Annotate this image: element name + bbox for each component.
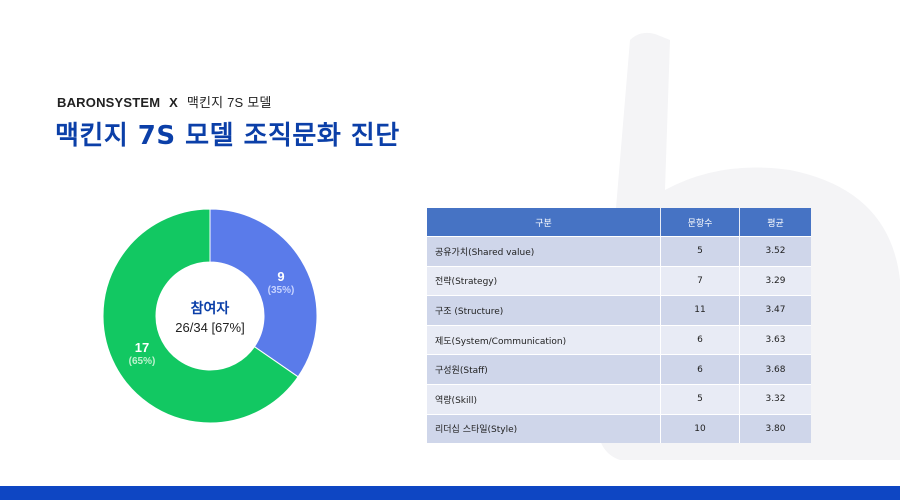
subtitle-text: 맥킨지 7S 모델 [186, 95, 272, 110]
footer-bar [0, 486, 900, 500]
cell-average: 3.63 [740, 324, 811, 355]
donut-slice-participants [209, 208, 318, 378]
slice-percent-participants: (35%) [267, 285, 295, 296]
table-row: 구성원(Staff) 6 3.68 [427, 354, 811, 384]
table-header-row: 구분 문항수 평균 [427, 208, 811, 236]
cell-count: 10 [661, 413, 740, 444]
donut-center-title: 참여자 [190, 301, 230, 317]
table-row: 역량(Skill) 5 3.32 [427, 383, 811, 414]
table-row: 구조 (Structure) 11 3.47 [427, 295, 811, 325]
table-row: 제도(System/Communication) 6 3.63 [427, 324, 811, 355]
cell-average: 3.68 [740, 354, 811, 384]
table-row: 리더십 스타일(Style) 10 3.80 [427, 413, 811, 444]
header-category: 구분 [427, 208, 661, 236]
cell-category: 공유가치(Shared value) [427, 236, 661, 266]
cell-category: 구성원(Staff) [427, 354, 661, 384]
donut-slice-others [102, 208, 299, 424]
header-subtitle: BARONSYSTEM X 맥킨지 7S 모델 [57, 92, 272, 111]
cell-count: 6 [661, 354, 740, 384]
participation-donut-chart [102, 208, 318, 424]
cell-count: 5 [661, 236, 740, 266]
cell-count: 6 [661, 324, 740, 355]
cell-average: 3.52 [740, 236, 811, 266]
table-row: 공유가치(Shared value) 5 3.52 [427, 236, 811, 266]
slice-label-participants: 9 (35%) [262, 269, 300, 296]
cell-average: 3.32 [740, 383, 811, 414]
brand-name: BARONSYSTEM [57, 95, 161, 110]
cell-count: 5 [661, 383, 740, 414]
donut-center-value: 26/34 [67%] [175, 320, 245, 335]
slice-value-others: 17 [134, 340, 150, 355]
page-title: 맥킨지 7S 모델 조직문화 진단 [55, 121, 400, 151]
cell-count: 11 [661, 295, 740, 325]
header-average: 평균 [740, 208, 811, 236]
slice-label-others: 17 (65%) [122, 340, 162, 367]
cell-category: 리더십 스타일(Style) [427, 413, 661, 444]
header-question-count: 문항수 [661, 208, 740, 236]
cell-category: 전략(Strategy) [427, 265, 661, 296]
results-table: 구분 문항수 평균 공유가치(Shared value) 5 3.52 전략(S… [427, 208, 811, 444]
cell-count: 7 [661, 265, 740, 296]
cell-average: 3.29 [740, 265, 811, 296]
cell-category: 역량(Skill) [427, 383, 661, 414]
cell-average: 3.47 [740, 295, 811, 325]
slice-percent-others: (65%) [128, 356, 156, 367]
brand-separator: X [169, 95, 179, 110]
table-row: 전략(Strategy) 7 3.29 [427, 265, 811, 296]
cell-category: 구조 (Structure) [427, 295, 661, 325]
slice-value-participants: 9 [277, 269, 285, 284]
cell-category: 제도(System/Communication) [427, 324, 661, 355]
cell-average: 3.80 [740, 413, 811, 444]
